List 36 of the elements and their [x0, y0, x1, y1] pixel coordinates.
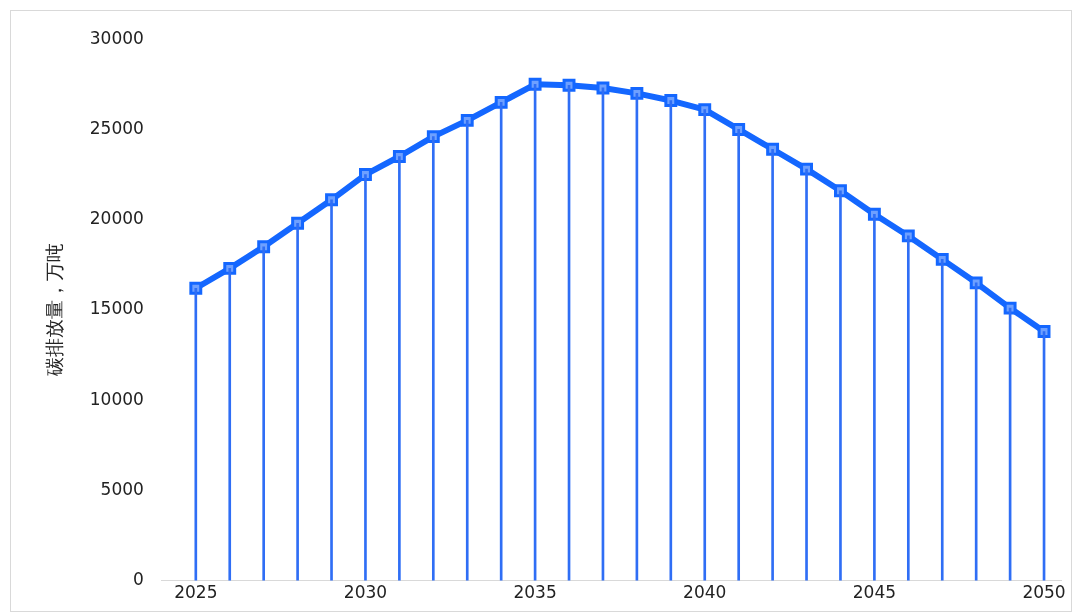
bar: [364, 174, 367, 581]
bar: [940, 259, 944, 581]
bar: [194, 287, 198, 581]
bar: [703, 109, 707, 581]
y-tick-label: 25000: [89, 117, 144, 138]
bar: [771, 148, 774, 581]
bar: [465, 120, 469, 581]
y-tick-label: 10000: [89, 388, 144, 409]
x-tick-label: 2045: [852, 582, 897, 603]
y-tick-label: 15000: [89, 298, 144, 319]
bar: [330, 199, 333, 581]
y-tick-label: 0: [133, 569, 144, 590]
bar: [906, 235, 910, 581]
point: [596, 81, 610, 95]
y-tick-label: 5000: [100, 478, 144, 499]
y-tick-label: 30000: [89, 27, 144, 48]
x-tick-label: 2040: [683, 582, 727, 603]
x-tick-label: 2025: [174, 582, 218, 603]
bar: [737, 129, 740, 581]
bar: [228, 268, 232, 581]
bar: [839, 190, 842, 581]
point: [528, 77, 542, 91]
y-tick-label: 20000: [89, 208, 144, 229]
bar: [296, 222, 299, 581]
bar: [805, 168, 808, 581]
x-tick-label: 2035: [513, 582, 557, 603]
y-axis-title: 碳排放量，万吨: [43, 243, 66, 378]
bar: [873, 213, 876, 581]
bar: [974, 282, 978, 581]
bar: [431, 136, 435, 581]
x-tick-label: 2030: [343, 582, 388, 603]
x-tick-label: 2050: [1022, 582, 1066, 603]
bar: [262, 246, 265, 581]
bar: [398, 156, 401, 581]
bar: [669, 100, 673, 581]
bar: [499, 102, 503, 581]
